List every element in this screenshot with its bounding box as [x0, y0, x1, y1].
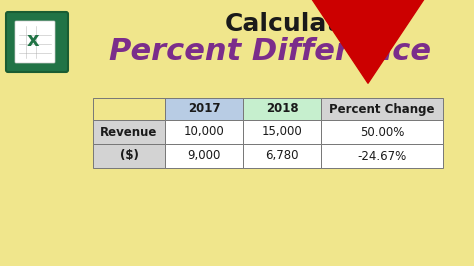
- Text: 9,000: 9,000: [187, 149, 221, 163]
- Bar: [93, 98, 165, 120]
- Bar: [165, 144, 243, 168]
- Bar: [165, 98, 243, 120]
- Text: 2018: 2018: [266, 102, 298, 115]
- Text: x: x: [27, 31, 39, 49]
- Text: Calculate: Calculate: [224, 12, 356, 36]
- Bar: [321, 120, 443, 144]
- Text: -24.67%: -24.67%: [357, 149, 407, 163]
- Text: ($): ($): [119, 149, 138, 163]
- Bar: [93, 120, 165, 144]
- Bar: [165, 120, 243, 144]
- Text: Revenue: Revenue: [100, 126, 158, 139]
- Text: 10,000: 10,000: [183, 126, 224, 139]
- FancyBboxPatch shape: [6, 12, 68, 72]
- Bar: [321, 98, 443, 120]
- Text: Percent Change: Percent Change: [329, 102, 435, 115]
- Bar: [243, 120, 321, 144]
- Text: 2017: 2017: [188, 102, 220, 115]
- Bar: [243, 144, 321, 168]
- FancyBboxPatch shape: [15, 21, 55, 63]
- Bar: [243, 98, 321, 120]
- Bar: [321, 144, 443, 168]
- Text: 50.00%: 50.00%: [360, 126, 404, 139]
- Text: Percent Difference: Percent Difference: [109, 38, 431, 66]
- Text: 15,000: 15,000: [262, 126, 302, 139]
- Text: 6,780: 6,780: [265, 149, 299, 163]
- Bar: [93, 144, 165, 168]
